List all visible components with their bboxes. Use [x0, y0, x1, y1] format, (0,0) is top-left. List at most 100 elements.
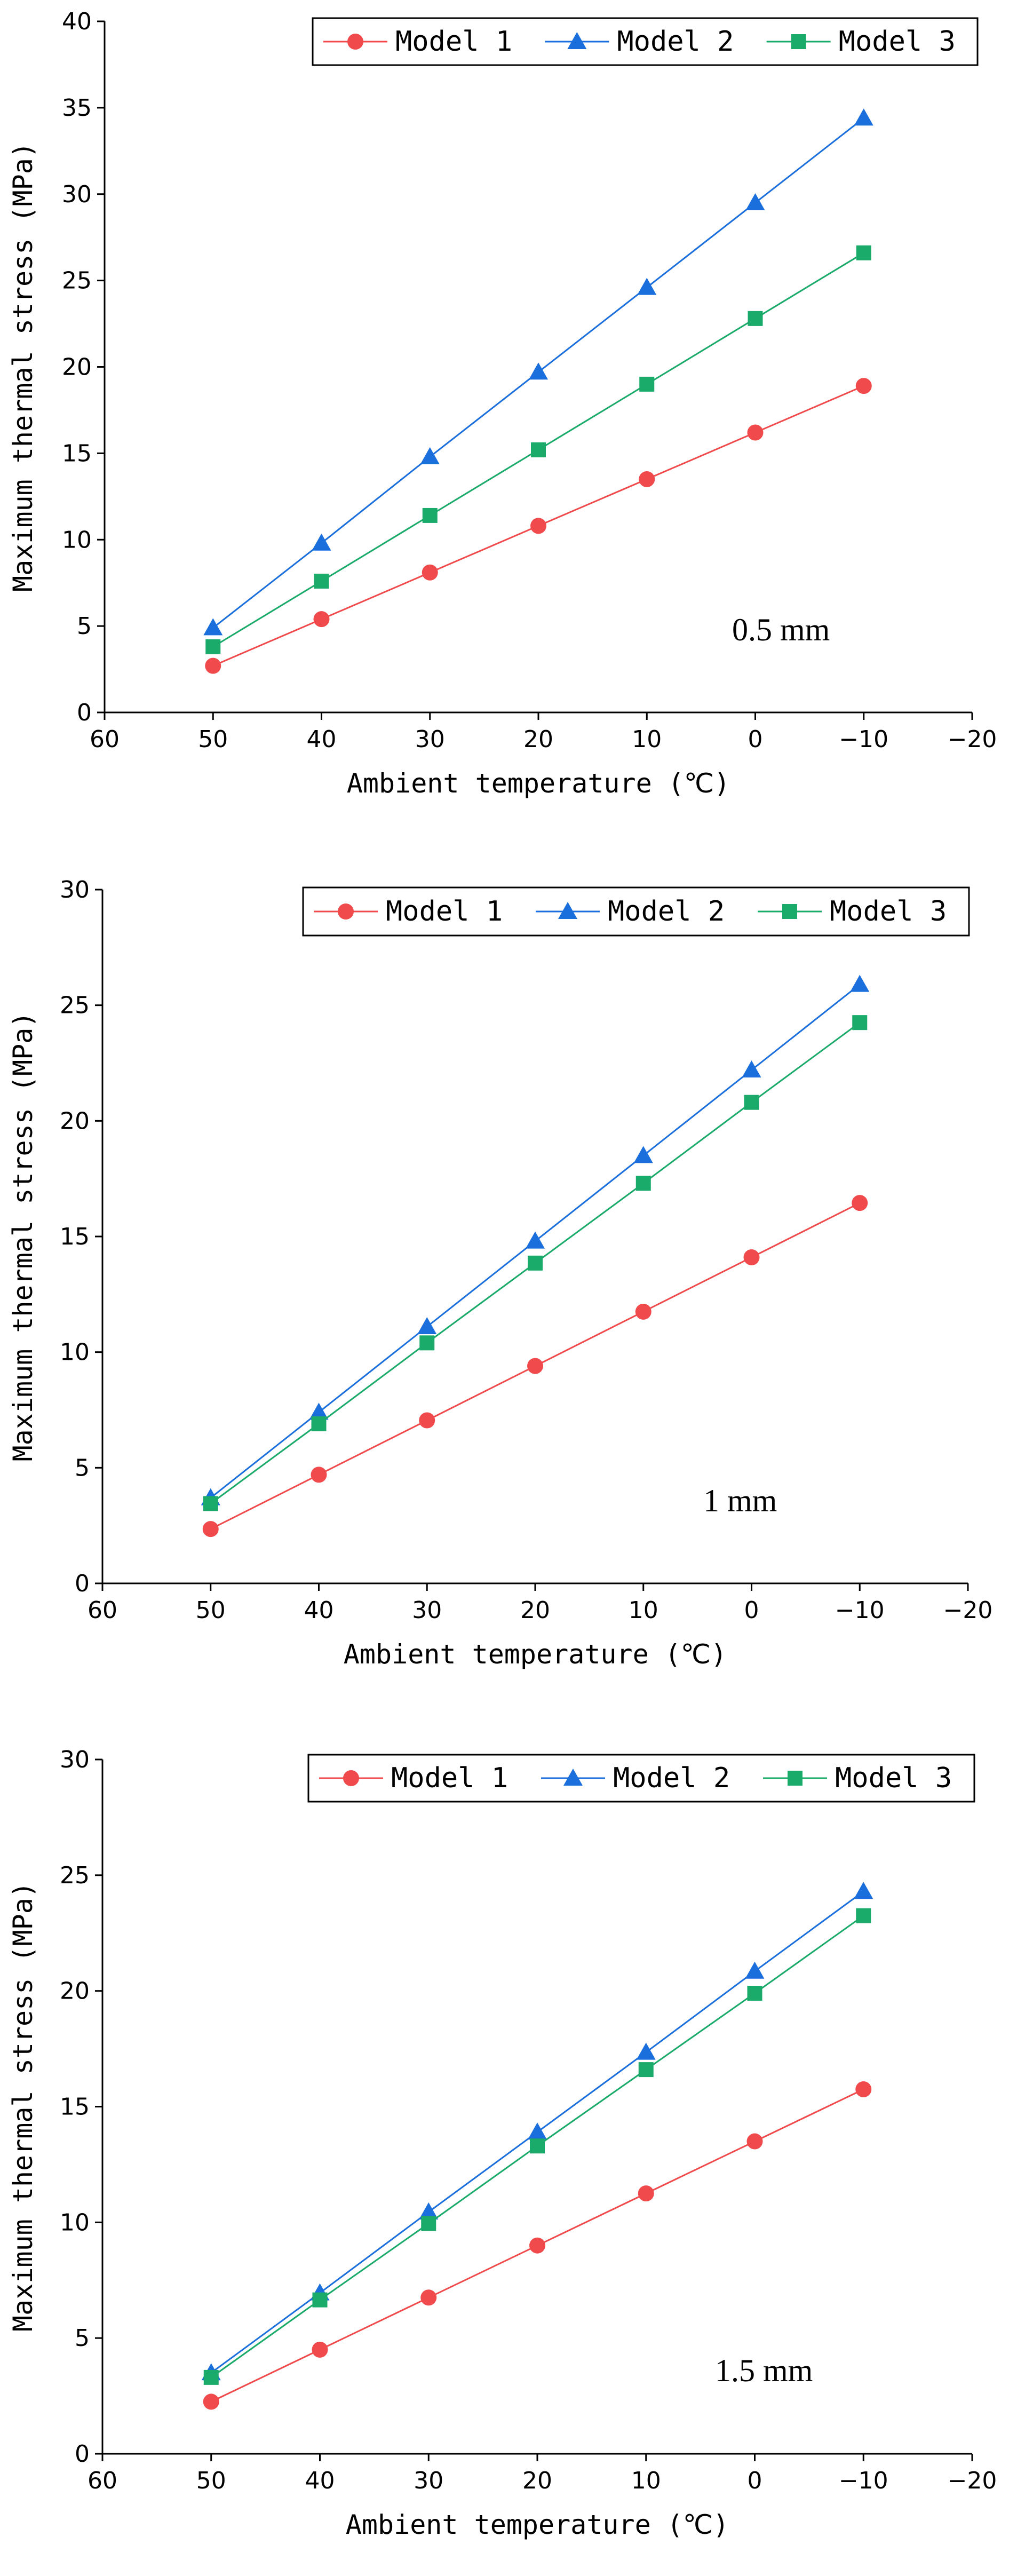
x-tick-label: −10	[839, 726, 888, 753]
legend-label-model-3: Model 3	[830, 895, 947, 928]
data-point-model-1	[205, 657, 221, 674]
x-axis-title: Ambient temperature (℃)	[346, 2509, 729, 2540]
legend-box	[302, 886, 970, 937]
y-axis-title: Maximum thermal stress (MPa)	[7, 1012, 38, 1462]
data-point-model-1	[529, 2237, 545, 2254]
data-point-model-3	[856, 1908, 871, 1923]
x-tick-label: 60	[88, 2467, 117, 2494]
y-tick-label: 10	[60, 1339, 90, 1366]
data-point-model-2	[529, 362, 548, 380]
y-tick-label: 30	[62, 181, 92, 208]
data-point-model-1	[203, 2393, 219, 2410]
x-tick-label: 10	[632, 726, 662, 753]
y-tick-label: 15	[60, 2094, 90, 2121]
data-point-model-3	[635, 1176, 651, 1191]
legend-marker-model-3	[788, 1771, 803, 1786]
data-point-model-3	[856, 245, 871, 260]
x-tick-label: 40	[304, 1597, 334, 1624]
x-tick-label: 50	[198, 726, 228, 753]
x-tick-label: −10	[835, 1597, 885, 1624]
y-tick-label: 30	[60, 876, 90, 903]
data-point-model-3	[747, 1986, 762, 2001]
x-tick-label: −20	[948, 726, 997, 753]
y-tick-label: 20	[60, 1978, 90, 2005]
data-point-model-3	[205, 639, 221, 654]
data-point-model-1	[639, 471, 655, 487]
legend-marker-model-1	[347, 34, 363, 50]
data-point-model-1	[202, 1521, 219, 1537]
x-tick-label: 10	[631, 2467, 661, 2494]
x-tick-label: 30	[415, 726, 445, 753]
thickness-annotation: 1.5 mm	[715, 2353, 813, 2388]
data-point-model-2	[854, 108, 873, 126]
y-tick-label: 25	[60, 1862, 90, 1889]
data-point-model-1	[311, 1467, 327, 1483]
legend-label-model-1: Model 1	[386, 895, 503, 928]
x-tick-label: 60	[88, 1597, 117, 1624]
data-point-model-3	[531, 442, 546, 457]
legend-marker-model-1	[338, 903, 354, 920]
x-tick-label: −20	[943, 1597, 993, 1624]
x-tick-label: 50	[196, 1597, 226, 1624]
data-point-model-1	[855, 378, 872, 394]
legend: Model 1 Model 2 Model 3	[312, 17, 979, 66]
data-point-model-2	[850, 974, 870, 992]
y-tick-label: 0	[75, 1570, 90, 1597]
chart-panel-2: 0 5 10 15 20 25 30 60 50 40 30 20 10 0 −10 −20 Ambient t…	[7, 876, 992, 1670]
y-tick-label: 20	[60, 1107, 90, 1135]
data-point-model-2	[528, 2122, 547, 2140]
legend-marker-model-2	[558, 902, 577, 919]
x-tick-label: 10	[629, 1597, 658, 1624]
legend-label-model-2: Model 2	[613, 1762, 730, 1794]
y-tick-label: 15	[62, 440, 92, 467]
data-point-model-2	[309, 1402, 329, 1420]
legend-marker-model-3	[791, 34, 806, 49]
y-tick-label: 10	[60, 2209, 90, 2236]
x-tick-label: 0	[744, 1597, 759, 1624]
thickness-annotation: 0.5 mm	[732, 612, 830, 647]
data-point-model-3	[744, 1095, 759, 1110]
x-tick-label: −10	[839, 2467, 888, 2494]
x-tick-label: 20	[522, 2467, 552, 2494]
y-tick-label: 10	[62, 526, 92, 553]
x-axis-title: Ambient temperature (℃)	[344, 1639, 727, 1670]
data-point-model-2	[417, 1317, 437, 1334]
x-tick-label: 60	[90, 726, 120, 753]
legend-marker-model-1	[343, 1770, 359, 1786]
data-point-model-1	[635, 1303, 651, 1320]
y-tick-label: 25	[60, 992, 90, 1019]
legend-label-model-2: Model 2	[608, 895, 725, 928]
x-tick-label: 20	[520, 1597, 550, 1624]
legend-label-model-3: Model 3	[839, 26, 956, 58]
data-point-model-3	[639, 376, 655, 392]
data-point-model-3	[312, 2292, 328, 2308]
x-tick-label: 20	[523, 726, 553, 753]
data-point-model-1	[747, 424, 764, 441]
data-point-model-2	[745, 1961, 765, 1979]
data-point-model-3	[638, 2062, 654, 2078]
data-point-model-1	[743, 1249, 760, 1265]
x-tick-label: 0	[748, 726, 763, 753]
data-point-model-3	[422, 508, 438, 523]
x-tick-label: −20	[948, 2467, 997, 2494]
x-tick-label: 40	[307, 726, 337, 753]
legend-box	[307, 1754, 975, 1803]
data-point-model-2	[742, 1060, 761, 1077]
data-point-model-3	[852, 1015, 868, 1031]
data-point-model-1	[746, 2133, 763, 2150]
data-point-model-2	[636, 2042, 656, 2060]
thickness-annotation: 1 mm	[703, 1483, 777, 1518]
x-tick-label: 0	[748, 2467, 762, 2494]
data-point-model-3	[311, 1416, 327, 1431]
data-point-model-2	[637, 278, 657, 295]
x-tick-label: 30	[412, 1597, 442, 1624]
y-tick-label: 5	[75, 1454, 90, 1481]
y-tick-label: 0	[77, 699, 92, 726]
y-tick-label: 35	[62, 94, 92, 122]
data-point-model-1	[852, 1195, 868, 1211]
data-point-model-1	[312, 2341, 328, 2358]
data-point-model-2	[312, 533, 331, 551]
y-tick-label: 25	[62, 267, 92, 295]
data-point-model-1	[313, 611, 330, 628]
